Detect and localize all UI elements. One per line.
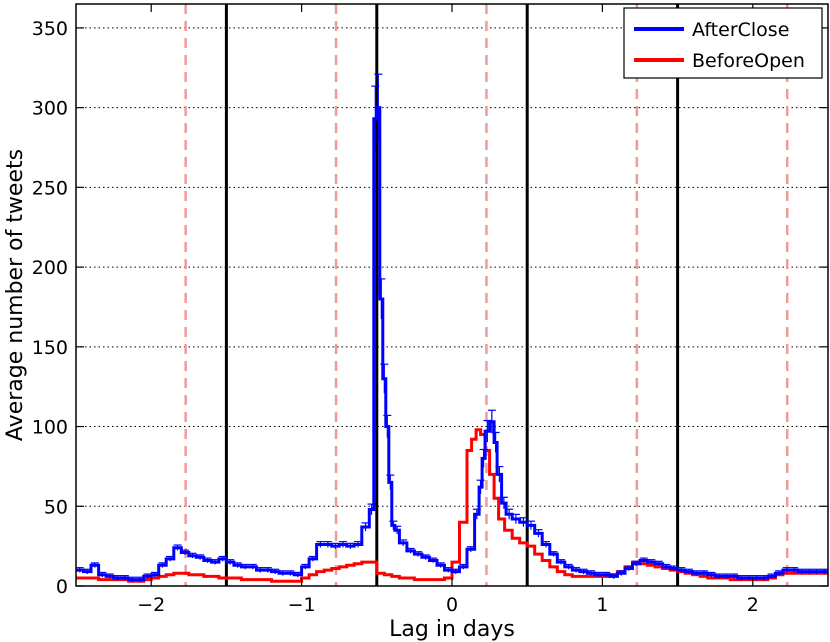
x-tick-label: −2: [137, 594, 165, 616]
x-axis-label: Lag in days: [389, 617, 515, 642]
x-tick-label: 1: [596, 594, 608, 616]
y-tick-label: 200: [32, 257, 68, 279]
event-lines: [184, 4, 789, 586]
legend: AfterClose BeforeOpen: [623, 7, 823, 79]
data-series: [76, 106, 828, 583]
x-tick-label: −1: [288, 594, 316, 616]
y-tick-label: 250: [32, 177, 68, 199]
x-tick-label: 2: [747, 594, 759, 616]
legend-label-afterclose: AfterClose: [692, 19, 789, 41]
legend-box: [623, 7, 823, 79]
y-tick-label: 350: [32, 18, 68, 40]
x-tick-label: 0: [446, 594, 458, 616]
y-tick-label: 300: [32, 98, 68, 120]
y-axis-label: Average number of tweets: [3, 149, 28, 441]
y-tick-label: 150: [32, 337, 68, 359]
legend-label-beforeopen: BeforeOpen: [692, 50, 805, 72]
y-tick-label: 0: [56, 576, 68, 598]
y-axis-ticks: 0 50 100 150 200 250 300 350: [32, 18, 828, 598]
series-line-afterclose: [76, 106, 828, 582]
y-tick-label: 50: [44, 496, 68, 518]
y-tick-label: 100: [32, 417, 68, 439]
error-bars: [75, 73, 829, 583]
x-axis-ticks: −2 −1 0 1 2: [137, 4, 759, 616]
